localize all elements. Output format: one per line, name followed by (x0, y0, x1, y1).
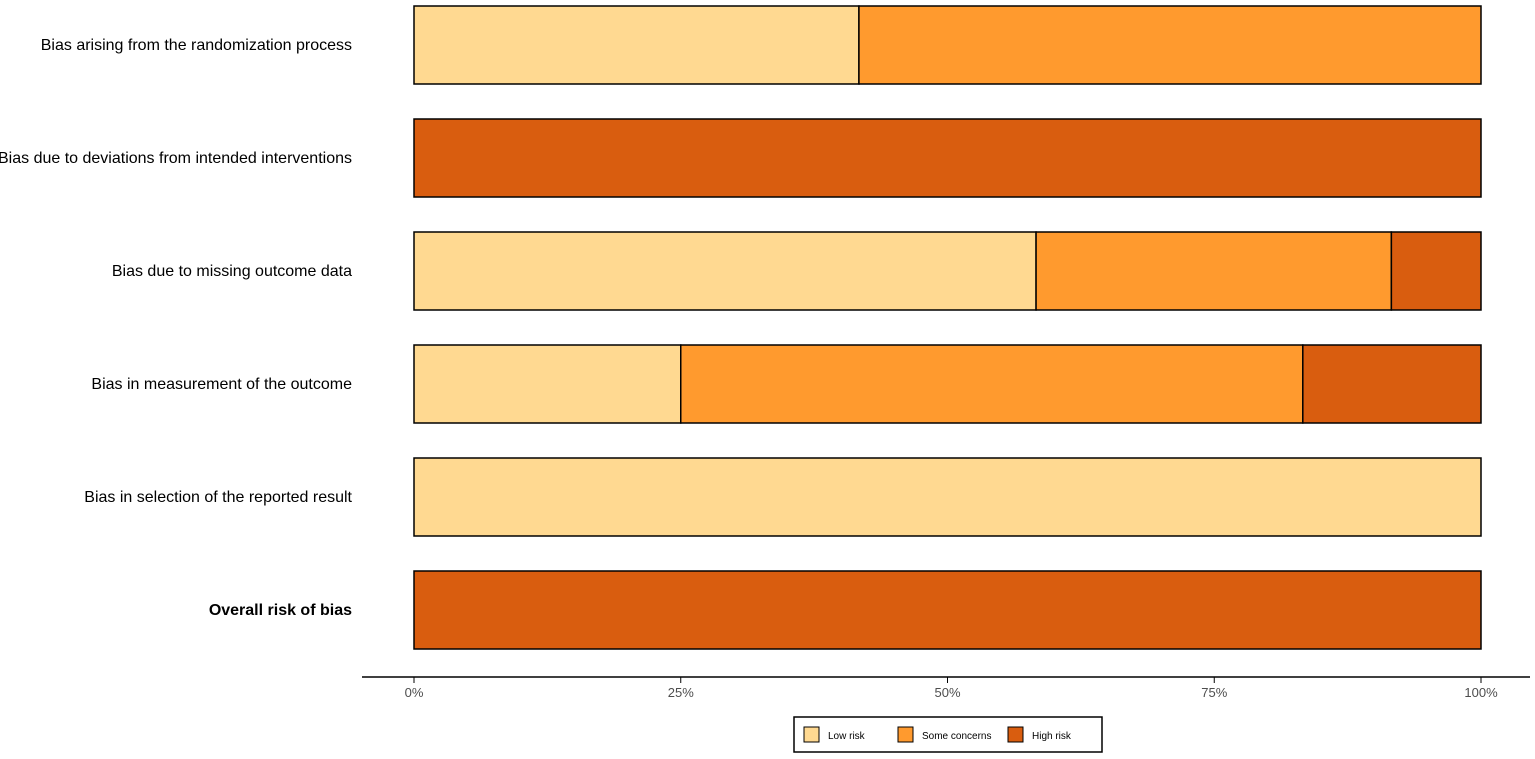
x-axis: 0% 25% 50% 75% 100% (362, 676, 1530, 700)
bar-segment-high-risk (413, 118, 1482, 198)
category-label: Bias due to deviations from intended int… (0, 150, 352, 167)
x-tick-label: 100% (1464, 685, 1498, 700)
category-label: Bias arising from the randomization proc… (41, 37, 352, 54)
legend-label: Some concerns (922, 731, 991, 742)
bar-segment-some-concerns (1035, 231, 1393, 311)
x-tick-label: 75% (1201, 685, 1227, 700)
legend-label: Low risk (828, 731, 866, 742)
legend-label: High risk (1032, 731, 1072, 742)
legend-key-low-risk (803, 726, 820, 743)
legend-box (793, 716, 1103, 753)
category-label: Bias in selection of the reported result (84, 489, 352, 506)
bar-segment-some-concerns (680, 344, 1304, 424)
legend-key-high-risk (1007, 726, 1024, 743)
bar-segment-low-risk (413, 5, 860, 85)
bar-segment-low-risk (413, 344, 682, 424)
bar-segment-low-risk (413, 231, 1037, 311)
category-labels: Bias arising from the randomization proc… (0, 37, 353, 619)
bar-segment-high-risk (413, 570, 1482, 650)
x-tick-label: 50% (934, 685, 960, 700)
bar-segment-low-risk (413, 457, 1482, 537)
stacked-bars (413, 5, 1482, 650)
legend: Low risk Some concerns High risk (793, 716, 1103, 753)
category-label: Overall risk of bias (209, 602, 352, 619)
legend-key-some-concerns (897, 726, 914, 743)
bar-segment-high-risk (1302, 344, 1482, 424)
category-label: Bias in measurement of the outcome (91, 376, 352, 393)
bar-segment-some-concerns (858, 5, 1482, 85)
bar-segment-high-risk (1390, 231, 1482, 311)
x-tick-label: 0% (405, 685, 424, 700)
x-tick-label: 25% (668, 685, 694, 700)
category-label: Bias due to missing outcome data (112, 263, 352, 280)
